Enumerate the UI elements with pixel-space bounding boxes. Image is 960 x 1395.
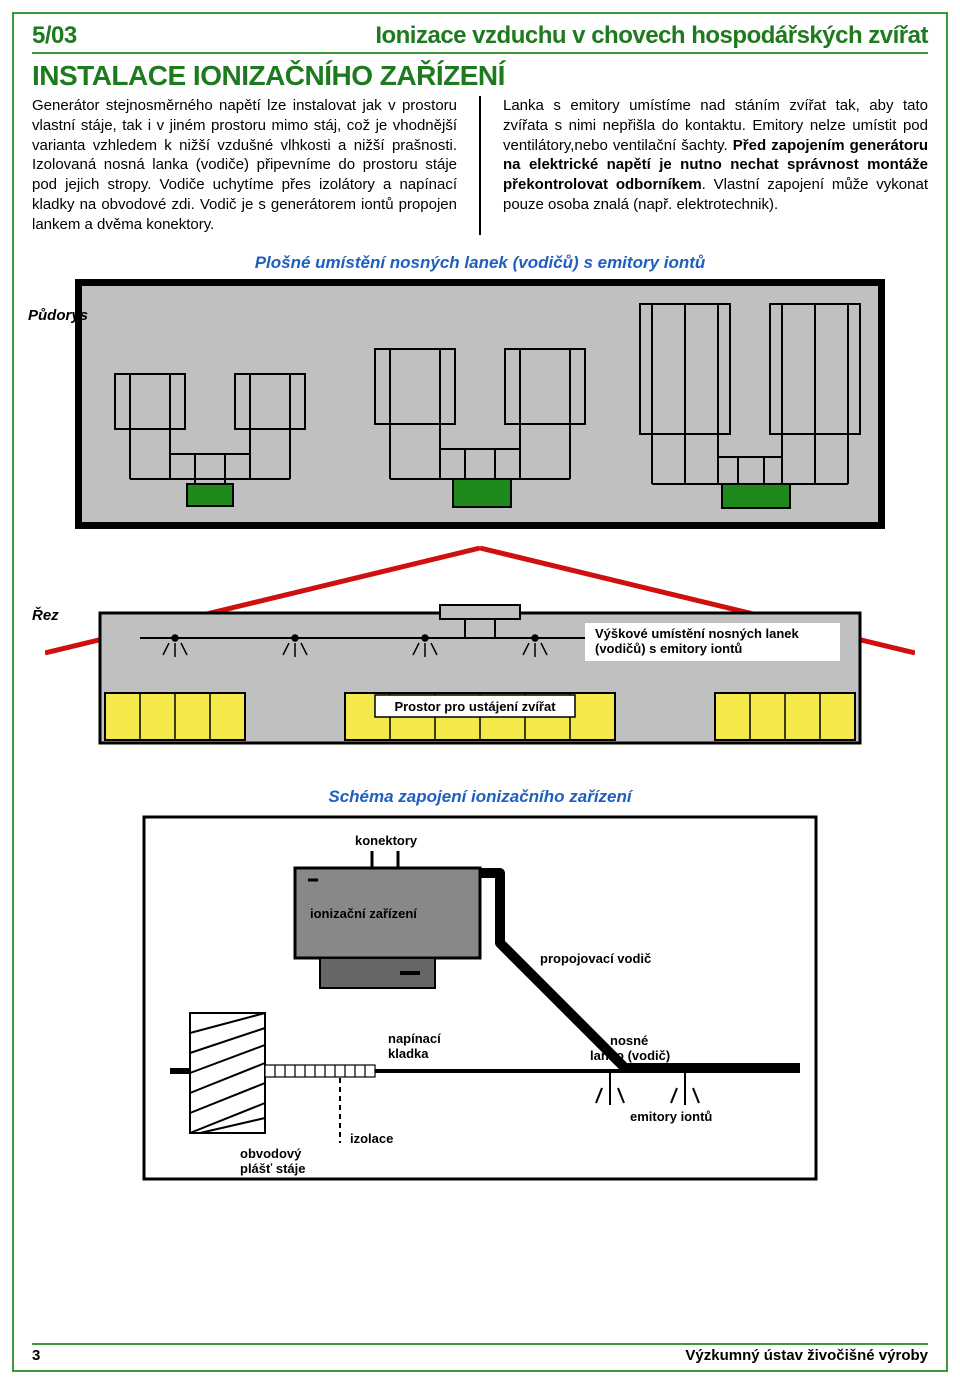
floor-plan-svg [75,279,885,529]
diagram3: Schéma zapojení ionizačního zařízení kon… [32,787,928,1183]
label-napinaci1: napínací [388,1031,441,1046]
label-propojovaci: propojovací vodič [540,951,651,966]
diagram1-title: Plošné umístění nosných lanek (vodičů) s… [32,253,928,273]
diagram2-caption: Výškové umístění nosných lanek [595,626,800,641]
section-svg: Výškové umístění nosných lanek (vodičů) … [45,543,915,773]
label-izolace: izolace [350,1131,393,1146]
page: 5/03 Ionizace vzduchu v chovech hospodář… [12,12,948,1372]
footer-org: Výzkumný ústav živočišné výroby [685,1347,928,1364]
diagram2-side-label: Řez [32,607,59,624]
svg-text:kladka: kladka [388,1046,429,1061]
label-emitory: emitory iontů [630,1109,712,1124]
svg-text:(vodičů) s emitory iontů: (vodičů) s emitory iontů [595,641,742,656]
diagram2-box-label: Prostor pro ustájení zvířat [394,699,556,714]
body-columns: Generátor stejnosměrného napětí lze inst… [32,96,928,235]
issue-number: 5/03 [32,22,77,50]
diagram1: Půdorys [32,279,928,529]
label-nosne1: nosné [610,1033,648,1048]
diagram2: Řez [32,543,928,773]
diagram1-side-label: Půdorys [28,307,88,324]
column-divider [479,96,481,235]
label-ionizacni: ionizační zařízení [310,906,417,921]
schema-svg: konektory ionizační zařízení propojovací… [140,813,820,1183]
left-column: Generátor stejnosměrného napětí lze inst… [32,96,457,235]
svg-text:lanko (vodič): lanko (vodič) [590,1048,670,1063]
label-konektory: konektory [355,833,418,848]
right-column: Lanka s emitory umístíme nad stáním zvíř… [503,96,928,235]
svg-text:plášť stáje: plášť stáje [240,1161,305,1176]
section-title: INSTALACE IONIZAČNÍHO ZAŘÍZENÍ [32,60,928,92]
label-obvodovy1: obvodový [240,1146,302,1161]
header-banner: Ionizace vzduchu v chovech hospodářských… [375,22,928,50]
footer: 3 Výzkumný ústav živočišné výroby [32,1343,928,1364]
header-row: 5/03 Ionizace vzduchu v chovech hospodář… [32,22,928,54]
page-number: 3 [32,1347,40,1364]
diagram3-title: Schéma zapojení ionizačního zařízení [32,787,928,807]
